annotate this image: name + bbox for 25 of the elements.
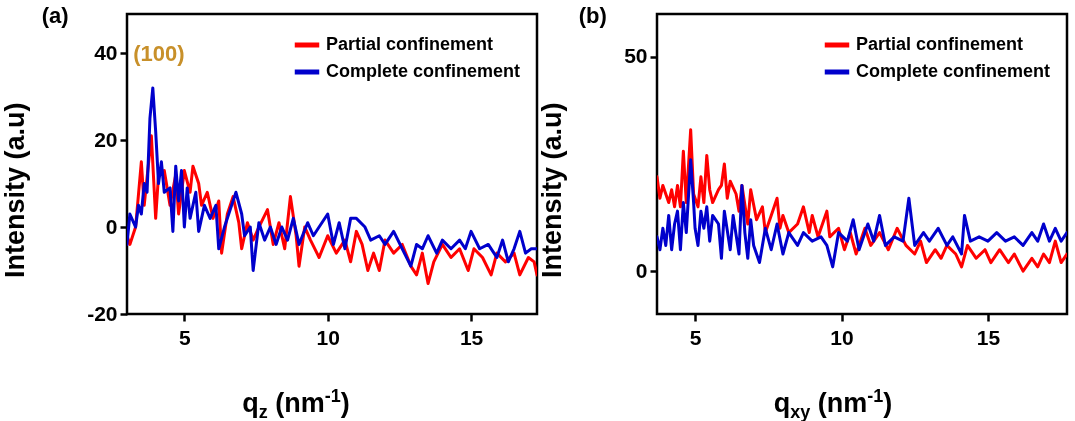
x-tick-label: 15 xyxy=(976,325,1001,349)
x-axis-title: q$_{z}$ (nm$^{-1}$) xyxy=(241,385,351,421)
x-tick-label: 10 xyxy=(316,325,340,349)
legend-label: Partial confinement xyxy=(856,34,1024,54)
chart-title: (a) xyxy=(41,3,69,28)
legend-label: Partial confinement xyxy=(326,34,494,54)
line-series xyxy=(657,128,1067,273)
y-axis-title: Intensity (a.u) xyxy=(0,101,31,280)
line-series xyxy=(127,86,537,273)
y-tick-label: 40 xyxy=(94,40,118,64)
y-tick-label: 50 xyxy=(624,44,648,68)
y-axis-title: Intensity (a.u) xyxy=(537,101,568,280)
x-tick-label: 5 xyxy=(179,325,191,349)
x-tick-label: 5 xyxy=(689,325,702,349)
x-tick-label: 15 xyxy=(459,325,484,349)
legend-label: Complete confinement xyxy=(856,61,1051,81)
chart-title: (b) xyxy=(578,3,607,28)
legend-label: Complete confinement xyxy=(326,61,521,81)
y-tick-label: 20 xyxy=(94,127,118,151)
y-tick-label: 0 xyxy=(105,214,118,238)
line-series xyxy=(657,158,1067,269)
y-tick-label: -20 xyxy=(87,301,118,325)
x-tick-label: 10 xyxy=(830,325,854,349)
y-tick-label: 0 xyxy=(635,258,648,282)
annotation: (100) xyxy=(133,40,185,66)
